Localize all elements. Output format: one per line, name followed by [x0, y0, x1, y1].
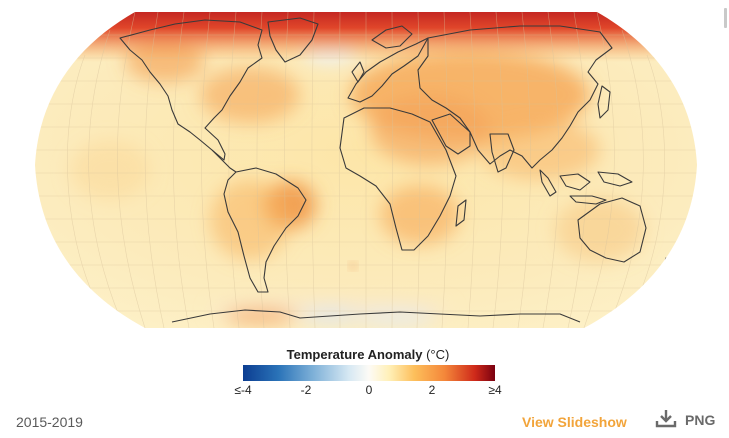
anomaly-field [35, 12, 697, 328]
legend-color-bar [243, 365, 495, 381]
scrollbar-thumb[interactable] [724, 8, 727, 28]
date-range-label: 2015-2019 [16, 414, 83, 430]
legend-title-unit: (°C) [422, 347, 450, 362]
png-download-button[interactable]: PNG [655, 408, 715, 432]
coastlines [119, 17, 675, 323]
view-slideshow-link[interactable]: View Slideshow [522, 414, 627, 430]
download-icon [655, 408, 677, 433]
temperature-legend: Temperature Anomaly (°C) ≤-4 -2 0 2 ≥4 [233, 345, 503, 397]
legend-title-strong: Temperature Anomaly [286, 347, 423, 362]
robinson-projection-map [35, 12, 697, 328]
legend-tick-neg2: -2 [300, 383, 312, 397]
legend-tick-zero: 0 [365, 383, 373, 397]
png-label: PNG [685, 412, 716, 428]
legend-title: Temperature Anomaly (°C) [233, 347, 503, 362]
legend-tick-min: ≤-4 [234, 383, 252, 397]
graticule [35, 12, 697, 328]
legend-tick-pos2: 2 [428, 383, 436, 397]
legend-tick-max: ≥4 [488, 383, 502, 397]
temperature-anomaly-map [35, 8, 727, 328]
